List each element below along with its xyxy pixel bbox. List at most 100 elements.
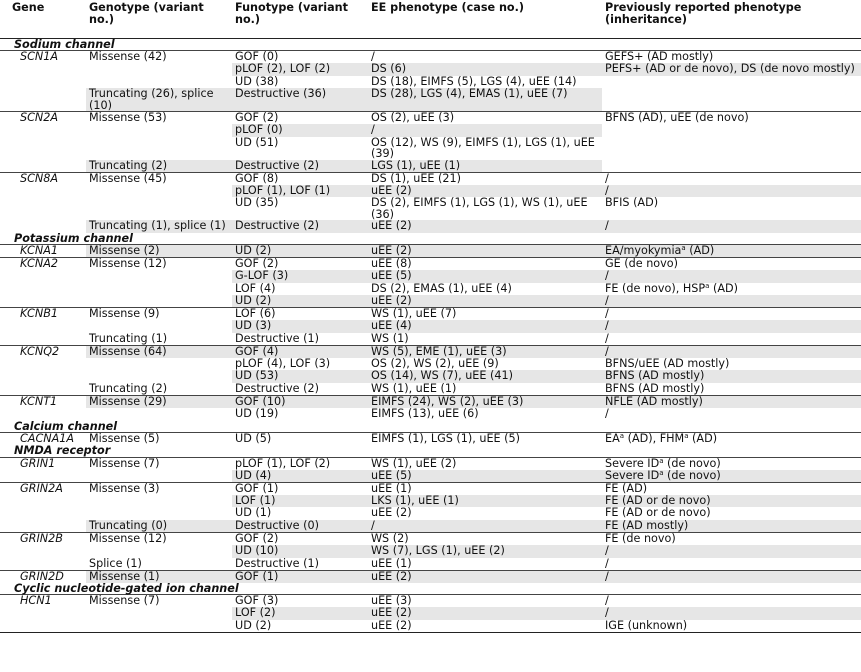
cell-ee-phenotype: OS (2), uEE (3) xyxy=(368,111,602,125)
cell-ee-phenotype: / xyxy=(368,124,602,137)
cell-ee-phenotype: uEE (2) xyxy=(368,220,602,233)
table-row: LOF (2) uEE (2) / xyxy=(0,607,861,620)
cell-previous-phenotype xyxy=(602,88,861,112)
cell-previous-phenotype: FE (AD or de novo) xyxy=(602,507,861,520)
cell-previous-phenotype: / xyxy=(602,295,861,308)
cell-gene: SCN2A xyxy=(0,111,86,125)
cell-ee-phenotype: DS (28), LGS (4), EMAS (1), uEE (7) xyxy=(368,88,602,112)
cell-ee-phenotype: uEE (5) xyxy=(368,270,602,283)
cell-previous-phenotype: / xyxy=(602,320,861,333)
cell-funotype: Destructive (2) xyxy=(232,220,368,233)
cell-ee-phenotype: DS (2), EIMFS (1), LGS (1), WS (1), uEE … xyxy=(371,196,588,221)
phenotype-text: EA/myokymia xyxy=(605,244,682,258)
table-row: UD (35) DS (2), EIMFS (1), LGS (1), WS (1… xyxy=(0,197,861,220)
cell-gene xyxy=(0,408,86,421)
cell-gene xyxy=(0,270,86,283)
phenotype-text: BFIS (AD) xyxy=(605,196,659,210)
footnote-marker: a xyxy=(659,468,664,477)
phenotype-text: Severe ID xyxy=(605,456,660,470)
cell-funotype: UD (10) xyxy=(232,545,368,558)
cell-genotype: Missense (12) xyxy=(86,256,232,271)
phenotype-text: BFNS (AD), uEE (de novo) xyxy=(605,111,749,125)
header-gene: Gene xyxy=(0,0,86,39)
cell-funotype: GOF (8) xyxy=(232,171,368,185)
cell-ee-phenotype: uEE (1) xyxy=(368,481,602,495)
cell-funotype: UD (5) xyxy=(232,432,368,446)
phenotype-text: FE (AD mostly) xyxy=(605,518,689,532)
cell-previous-phenotype: / xyxy=(602,556,861,571)
cell-gene xyxy=(0,197,86,220)
phenotype-text: / xyxy=(605,294,609,308)
phenotype-text: PEFS+ (AD or de novo), DS (de novo mostl… xyxy=(605,62,855,76)
table-row: pLOF (1), LOF (1) uEE (2) / xyxy=(0,185,861,198)
phenotype-text: NFLE (AD mostly) xyxy=(605,394,703,408)
cell-ee-phenotype: uEE (2) xyxy=(368,185,602,198)
cell-previous-phenotype: FE (AD or de novo) xyxy=(602,495,861,508)
cell-ee-phenotype: LKS (1), uEE (1) xyxy=(368,495,602,508)
cell-genotype: Truncating (26), splice (10) xyxy=(86,88,232,112)
cell-ee-phenotype: uEE (8) xyxy=(368,256,602,271)
cell-previous-phenotype: / xyxy=(602,569,861,583)
cell-previous-phenotype: GEFS+ (AD mostly) xyxy=(602,50,861,64)
cell-funotype: LOF (2) xyxy=(232,607,368,620)
cell-genotype xyxy=(86,619,232,633)
cell-gene: KCNT1 xyxy=(0,395,86,409)
cell-previous-phenotype: EAa (AD), FHMa (AD) xyxy=(602,432,861,446)
gene-phenotype-table: Gene Genotype (variant no.) Funotype (va… xyxy=(0,0,861,633)
phenotype-text: EA xyxy=(605,432,620,446)
table-row: LOF (4) DS (2), EMAS (1), uEE (4) FE (de n… xyxy=(0,281,861,296)
cell-funotype: pLOF (4), LOF (3) xyxy=(235,356,331,370)
cell-genotype xyxy=(86,137,232,160)
phenotype-text: FE (de novo) xyxy=(605,531,676,545)
cell-ee-phenotype: uEE (2) xyxy=(371,506,412,520)
cell-ee-phenotype: EIMFS (24), WS (2), uEE (3) xyxy=(368,395,602,409)
phenotype-text: / xyxy=(605,556,609,570)
cell-funotype: LOF (4) xyxy=(235,281,276,295)
table-row: pLOF (0) / xyxy=(0,124,861,137)
cell-funotype: GOF (10) xyxy=(232,395,368,409)
header-row: Gene Genotype (variant no.) Funotype (va… xyxy=(0,0,861,39)
table-row: UD (2) uEE (2) / xyxy=(0,295,861,308)
cell-previous-phenotype: BFIS (AD) xyxy=(602,197,861,220)
cell-ee-phenotype: WS (5), EME (1), uEE (3) xyxy=(368,344,602,358)
cell-ee-phenotype: uEE (2) xyxy=(368,244,602,258)
cell-genotype xyxy=(86,495,232,508)
cell-genotype: Missense (53) xyxy=(86,111,232,125)
table-row: HCN1 Missense (7) GOF (3) uEE (3) / xyxy=(0,594,861,608)
phenotype-text: FE (AD or de novo) xyxy=(605,493,711,507)
phenotype-text: / xyxy=(605,219,609,233)
phenotype-text: / xyxy=(605,319,609,333)
phenotype-text: / xyxy=(605,331,609,345)
cell-ee-phenotype: LGS (1), uEE (1) xyxy=(368,160,602,173)
cell-funotype: Destructive (2) xyxy=(232,160,368,173)
cell-genotype xyxy=(86,408,232,421)
cell-funotype: GOF (1) xyxy=(232,481,368,495)
phenotype-text: (AD) xyxy=(685,244,715,258)
table-row: GRIN2D Missense (1) GOF (1) uEE (2) / xyxy=(0,569,861,583)
phenotype-text: BFNS (AD mostly) xyxy=(605,381,705,395)
cell-funotype: Destructive (2) xyxy=(235,381,319,395)
cell-ee-phenotype: uEE (4) xyxy=(368,320,602,333)
cell-previous-phenotype: FE (de novo), HSPa (AD) xyxy=(602,282,861,296)
cell-funotype: Destructive (0) xyxy=(232,520,368,533)
table-row: pLOF (2), LOF (2) DS (6) PEFS+ (AD or de n… xyxy=(0,63,861,76)
phenotype-text: / xyxy=(605,269,609,283)
table-row: GRIN1 Missense (7) pLOF (1), LOF (2) WS (1)… xyxy=(0,456,861,470)
cell-funotype: UD (2) xyxy=(232,620,368,633)
section-label: Calcium channel xyxy=(0,420,861,433)
cell-genotype xyxy=(86,185,232,198)
cell-genotype: Missense (9) xyxy=(86,307,232,321)
cell-previous-phenotype: FE (AD mostly) xyxy=(602,520,861,533)
cell-genotype: Missense (2) xyxy=(86,244,232,258)
cell-previous-phenotype: / xyxy=(602,307,861,321)
table-row: KCNA1 Missense (2) UD (2) uEE (2) EA/myokymi… xyxy=(0,244,861,258)
cell-gene: KCNB1 xyxy=(0,307,86,321)
cell-gene: GRIN2D xyxy=(0,569,86,583)
cell-ee-phenotype: OS (14), WS (7), uEE (41) xyxy=(368,370,602,383)
cell-funotype: UD (4) xyxy=(232,470,368,483)
cell-previous-phenotype xyxy=(602,137,861,160)
cell-genotype xyxy=(86,63,232,76)
cell-previous-phenotype xyxy=(602,76,861,89)
cell-funotype: GOF (3) xyxy=(232,594,368,608)
table-row: UD (53) OS (14), WS (7), uEE (41) BFNS (AD… xyxy=(0,370,861,383)
